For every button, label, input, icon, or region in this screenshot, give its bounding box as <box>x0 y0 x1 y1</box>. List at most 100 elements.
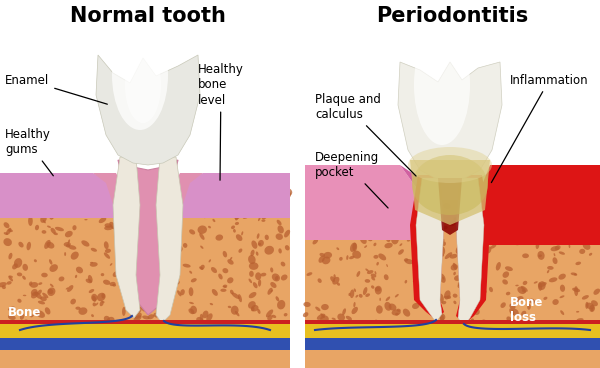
Ellipse shape <box>131 189 138 196</box>
Ellipse shape <box>199 266 203 270</box>
Ellipse shape <box>199 191 208 198</box>
Ellipse shape <box>196 317 203 323</box>
Ellipse shape <box>68 245 76 250</box>
Ellipse shape <box>56 199 62 206</box>
Ellipse shape <box>470 318 474 325</box>
Ellipse shape <box>131 278 133 283</box>
Ellipse shape <box>352 307 358 314</box>
Ellipse shape <box>50 228 56 234</box>
Ellipse shape <box>577 318 584 322</box>
Ellipse shape <box>235 222 239 225</box>
Ellipse shape <box>385 217 394 222</box>
Ellipse shape <box>169 261 179 267</box>
Ellipse shape <box>477 244 481 247</box>
Ellipse shape <box>194 183 199 189</box>
Ellipse shape <box>472 325 481 333</box>
Ellipse shape <box>258 243 261 245</box>
Ellipse shape <box>253 282 257 288</box>
Polygon shape <box>156 157 183 323</box>
Ellipse shape <box>68 333 73 339</box>
Ellipse shape <box>538 281 545 290</box>
Ellipse shape <box>44 240 50 249</box>
Ellipse shape <box>112 20 168 130</box>
Ellipse shape <box>454 217 458 224</box>
Ellipse shape <box>520 224 522 228</box>
Ellipse shape <box>320 315 329 323</box>
Ellipse shape <box>265 235 269 240</box>
Bar <box>0 350 290 368</box>
Ellipse shape <box>411 230 418 238</box>
Ellipse shape <box>4 222 10 228</box>
Ellipse shape <box>575 228 580 233</box>
Ellipse shape <box>398 233 403 239</box>
Ellipse shape <box>349 256 355 259</box>
Ellipse shape <box>420 209 422 213</box>
Ellipse shape <box>351 217 355 222</box>
Ellipse shape <box>353 289 356 292</box>
Ellipse shape <box>569 244 571 248</box>
Ellipse shape <box>257 233 260 239</box>
Ellipse shape <box>203 321 210 326</box>
Ellipse shape <box>500 204 503 208</box>
Ellipse shape <box>468 322 473 327</box>
Ellipse shape <box>397 309 401 312</box>
Polygon shape <box>118 160 178 315</box>
Ellipse shape <box>140 183 146 187</box>
Ellipse shape <box>472 230 475 235</box>
Ellipse shape <box>420 296 424 298</box>
Ellipse shape <box>249 271 254 277</box>
Ellipse shape <box>238 248 242 253</box>
Ellipse shape <box>17 272 22 276</box>
Ellipse shape <box>176 337 180 340</box>
Ellipse shape <box>588 226 593 234</box>
Ellipse shape <box>564 230 571 235</box>
Ellipse shape <box>342 308 346 315</box>
Ellipse shape <box>126 194 129 197</box>
Ellipse shape <box>439 239 445 244</box>
Ellipse shape <box>475 297 479 303</box>
Polygon shape <box>456 178 484 326</box>
Ellipse shape <box>553 299 559 305</box>
Ellipse shape <box>38 282 43 285</box>
Ellipse shape <box>352 243 357 251</box>
Ellipse shape <box>200 314 203 322</box>
Polygon shape <box>96 55 200 165</box>
Ellipse shape <box>43 322 51 330</box>
Ellipse shape <box>388 223 392 226</box>
Ellipse shape <box>49 259 52 265</box>
Ellipse shape <box>149 185 158 194</box>
Ellipse shape <box>202 311 208 318</box>
Ellipse shape <box>14 258 22 268</box>
Ellipse shape <box>427 252 433 258</box>
Ellipse shape <box>268 330 277 336</box>
Ellipse shape <box>371 277 375 280</box>
Ellipse shape <box>68 194 71 196</box>
Ellipse shape <box>588 333 592 337</box>
Ellipse shape <box>415 233 418 237</box>
Ellipse shape <box>466 224 476 231</box>
Ellipse shape <box>412 239 418 247</box>
Ellipse shape <box>367 270 373 274</box>
Ellipse shape <box>568 207 577 215</box>
Ellipse shape <box>559 251 565 255</box>
Ellipse shape <box>523 281 527 285</box>
Ellipse shape <box>215 234 223 241</box>
Ellipse shape <box>8 329 11 332</box>
Ellipse shape <box>371 285 374 289</box>
Ellipse shape <box>403 205 411 212</box>
Ellipse shape <box>415 254 418 256</box>
Ellipse shape <box>386 297 390 301</box>
Ellipse shape <box>374 320 379 326</box>
Ellipse shape <box>197 226 207 234</box>
Ellipse shape <box>25 325 28 329</box>
Ellipse shape <box>377 210 385 219</box>
Ellipse shape <box>200 245 203 249</box>
Ellipse shape <box>49 216 53 220</box>
Ellipse shape <box>285 188 292 196</box>
Ellipse shape <box>106 317 115 325</box>
Ellipse shape <box>250 250 254 256</box>
Ellipse shape <box>169 242 174 248</box>
Ellipse shape <box>23 319 31 328</box>
Ellipse shape <box>410 337 417 341</box>
Ellipse shape <box>275 276 278 280</box>
